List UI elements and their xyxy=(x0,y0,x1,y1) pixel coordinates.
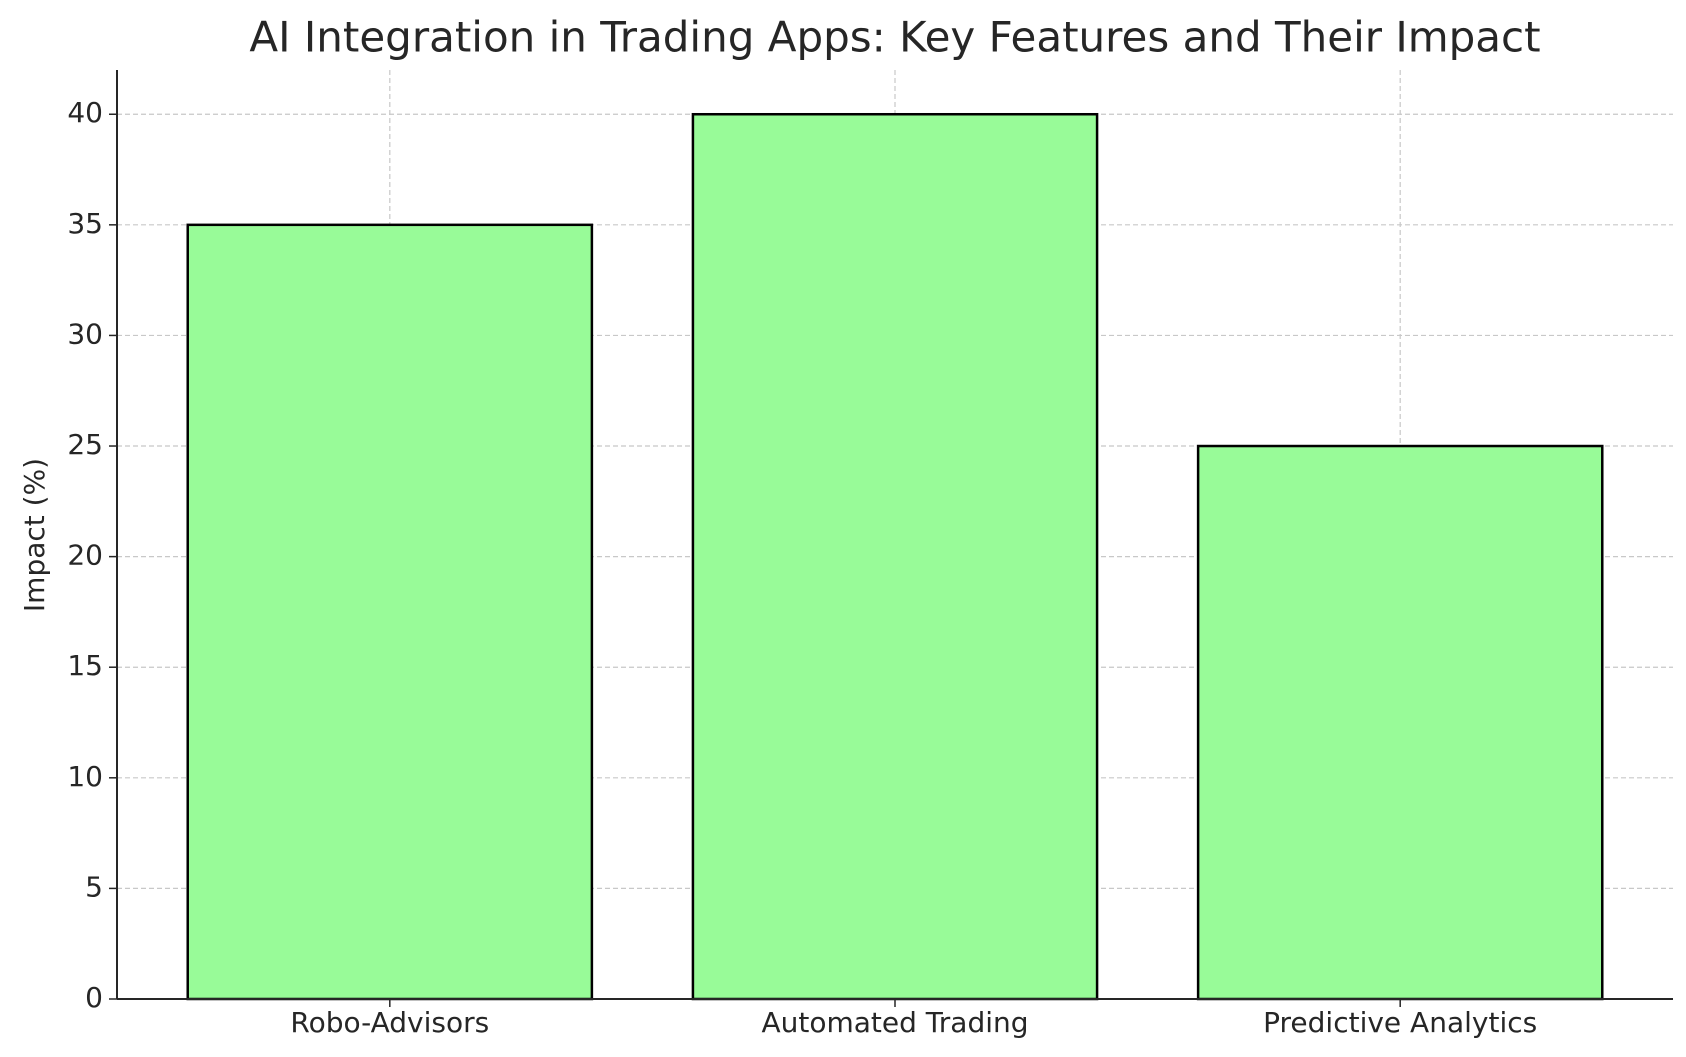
x-tick-label: Predictive Analytics xyxy=(1263,1006,1537,1039)
y-tick-label: 0 xyxy=(85,981,103,1014)
y-tick-label: 15 xyxy=(67,649,103,682)
y-tick-label: 20 xyxy=(67,539,103,572)
y-tick-label: 25 xyxy=(67,428,103,461)
bar xyxy=(186,223,594,1001)
chart-title: AI Integration in Trading Apps: Key Feat… xyxy=(249,13,1540,62)
y-tick-label: 10 xyxy=(67,760,103,793)
x-tick-label: Automated Trading xyxy=(761,1006,1028,1039)
bar xyxy=(1196,444,1604,1001)
y-tick-label: 5 xyxy=(85,870,103,903)
x-tick-label: Robo-Advisors xyxy=(290,1006,489,1039)
bar xyxy=(691,112,1099,1001)
y-tick-label: 40 xyxy=(67,96,103,129)
y-axis-label: Impact (%) xyxy=(18,458,51,612)
y-tick-label: 30 xyxy=(67,317,103,350)
y-tick-label: 35 xyxy=(67,207,103,240)
